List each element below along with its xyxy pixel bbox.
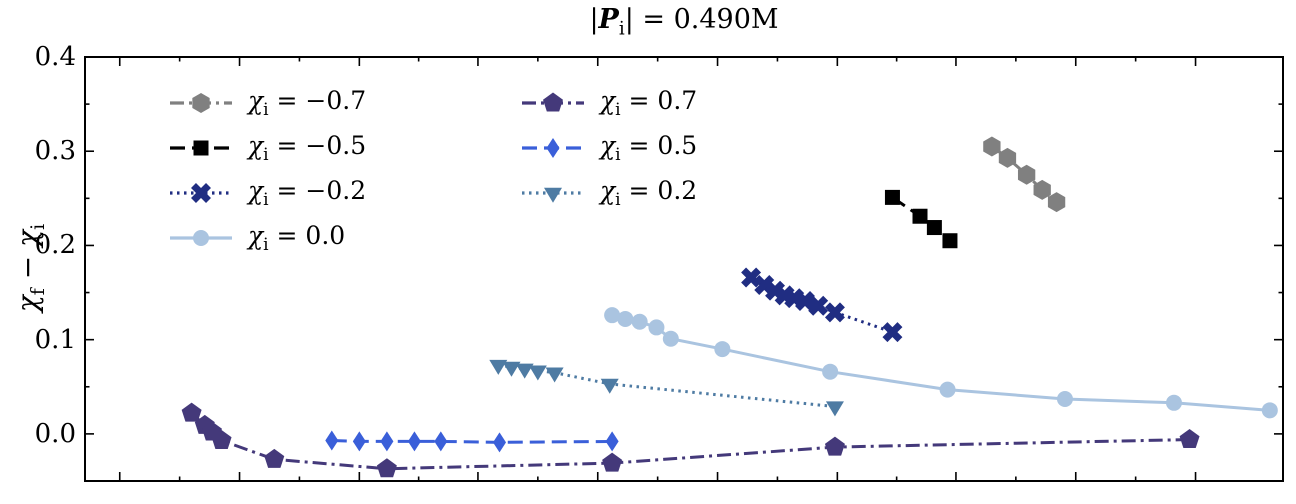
series-marker [434, 431, 448, 452]
chart-title: |Pi| = 0.490M [85, 4, 1283, 39]
legend-line-sample [522, 187, 584, 203]
series-marker [352, 431, 366, 452]
legend-column-1: χi = −0.7 χi = −0.5 χi = −0.2 χi = 0.0 [168, 80, 366, 260]
series-marker [191, 182, 211, 203]
series-marker [808, 295, 829, 316]
legend-label: χi = −0.5 [248, 130, 367, 165]
y-tick-label: 0.2 [34, 230, 76, 261]
series-marker [1165, 394, 1182, 411]
series-marker [1017, 164, 1036, 185]
series-marker [983, 136, 1001, 157]
series-marker [795, 291, 815, 312]
legend-line-sample [170, 229, 232, 246]
series-marker [193, 140, 209, 155]
axes-frame [84, 56, 1284, 482]
legend-item: χi = 0.2 [520, 170, 697, 215]
series-marker [211, 429, 232, 449]
legend-item: χi = −0.5 [168, 125, 366, 170]
series-marker [825, 401, 844, 417]
series-marker [998, 147, 1017, 168]
series-marker [822, 363, 839, 380]
series-marker [515, 363, 534, 379]
series-marker [662, 330, 679, 347]
legend-label: χi = −0.2 [248, 175, 367, 210]
legend-label: χi = 0.7 [600, 85, 698, 120]
series-marker [882, 322, 903, 343]
ylabel-chi-f: χ [11, 295, 45, 313]
series-marker [600, 378, 619, 394]
series-marker [325, 430, 339, 451]
series-line [331, 438, 613, 444]
title-open: | [589, 4, 599, 35]
series-marker [939, 381, 956, 398]
series-marker [181, 402, 202, 422]
legend-item: χi = 0.7 [520, 80, 697, 125]
series-marker [912, 208, 928, 224]
series-marker [192, 92, 210, 113]
series-marker [602, 452, 623, 472]
series-marker [942, 233, 958, 249]
series-marker [1033, 179, 1051, 200]
title-subscript: i [618, 18, 625, 40]
ylabel-sub-f: f [26, 288, 49, 296]
legend-line-sample [170, 140, 232, 155]
axis-ticks [85, 56, 1283, 482]
series-marker [543, 92, 563, 111]
series-marker [193, 229, 209, 246]
y-tick-label: 0.1 [34, 324, 76, 355]
series-marker [545, 367, 564, 383]
series-marker [493, 432, 507, 453]
series-marker [714, 341, 731, 358]
series-marker [605, 431, 619, 452]
series-marker [407, 431, 421, 452]
series-marker [884, 189, 900, 205]
series-marker [544, 187, 562, 203]
legend-item: χi = −0.7 [168, 80, 366, 125]
series-marker [489, 359, 508, 375]
y-tick-label: 0.3 [34, 136, 76, 167]
series-marker [926, 220, 942, 236]
series-marker [741, 267, 762, 288]
legend-label: χi = 0.0 [248, 220, 346, 255]
series-marker [824, 302, 845, 323]
series-marker [631, 313, 648, 330]
series-marker [528, 365, 547, 381]
legend-label: χi = 0.5 [600, 130, 698, 165]
legend-item: χi = 0.0 [168, 215, 366, 260]
legend-line-sample [522, 92, 584, 111]
ylabel-sub-i: i [26, 223, 49, 230]
series-marker [1056, 391, 1073, 408]
legend-line-sample [170, 92, 232, 113]
series-marker [1047, 192, 1066, 213]
y-tick-label: 0.0 [34, 418, 76, 449]
legend-item: χi = −0.2 [168, 170, 366, 215]
series-marker [754, 275, 775, 295]
legend-item: χi = 0.5 [520, 125, 697, 170]
series-marker [376, 458, 397, 478]
series-marker [502, 361, 521, 377]
legend-column-2: χi = 0.7 χi = 0.5 χi = 0.2 [520, 80, 697, 215]
legend-line-sample [170, 182, 232, 203]
series-marker [604, 307, 621, 324]
series-marker [264, 448, 285, 468]
title-momentum-symbol: P [598, 4, 619, 35]
series-marker [617, 310, 634, 327]
legend-line-sample [522, 137, 584, 158]
series-marker [546, 137, 560, 158]
series-marker [824, 436, 845, 456]
title-close: | = 0.490M [624, 4, 779, 35]
series-marker [1261, 402, 1278, 419]
series-marker [648, 319, 665, 336]
legend-label: χi = −0.7 [248, 85, 367, 120]
series-marker [380, 431, 394, 452]
legend-label: χi = 0.2 [600, 175, 698, 210]
y-tick-label: 0.4 [34, 42, 76, 72]
series-marker [1179, 429, 1200, 449]
